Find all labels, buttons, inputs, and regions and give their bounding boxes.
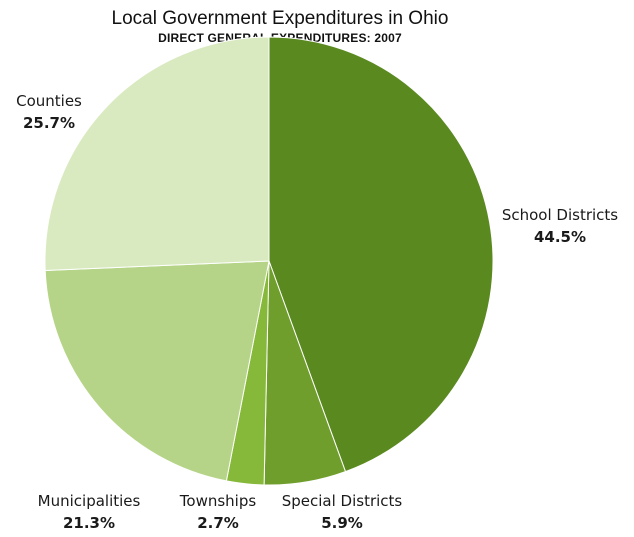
slice-percent: 5.9% (321, 514, 363, 532)
pie-slice-counties (44, 36, 270, 272)
slice-label-special-districts: Special Districts 5.9% (272, 490, 412, 534)
slice-name: Townships (179, 492, 257, 510)
slice-name: Special Districts (281, 492, 403, 510)
pie-slice-municipalities (44, 260, 270, 482)
chart-title: Local Government Expenditures in Ohio (111, 8, 449, 29)
slice-name: Municipalities (37, 492, 141, 510)
slice-percent: 25.7% (22, 114, 76, 132)
slice-label-school-districts: School Districts 44.5% (500, 204, 620, 248)
slice-label-townships: Townships 2.7% (168, 490, 268, 534)
slice-percent: 2.7% (197, 514, 239, 532)
slice-name: Counties (16, 92, 82, 110)
slice-name: School Districts (501, 206, 619, 224)
slice-label-counties: Counties 25.7% (4, 90, 94, 134)
slice-label-municipalities: Municipalities 21.3% (24, 490, 154, 534)
pie-slice-school-districts (268, 36, 494, 473)
slice-percent: 21.3% (62, 514, 116, 532)
slice-percent: 44.5% (533, 228, 587, 246)
